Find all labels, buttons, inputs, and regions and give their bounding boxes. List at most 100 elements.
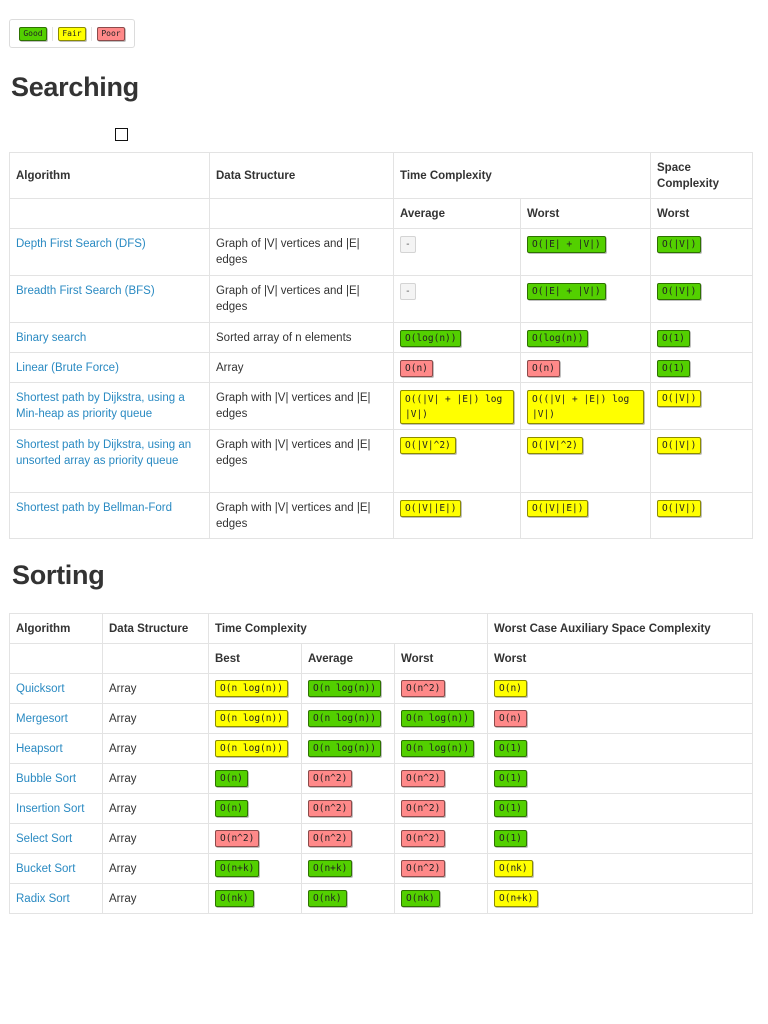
data-structure-text: Array <box>216 362 244 374</box>
average-badge: - <box>400 283 416 300</box>
data-structure-text: Array <box>109 682 137 695</box>
average-badge: O(n log(n)) <box>308 740 381 757</box>
algorithm-cell: Quicksort <box>9 673 103 704</box>
algorithm-link[interactable]: Bucket Sort <box>16 862 76 875</box>
algorithm-cell: Linear (Brute Force) <box>9 352 210 383</box>
worst-badge: O(n^2) <box>401 680 446 697</box>
header-data-structure: Data Structure <box>102 613 209 644</box>
header-time-complexity: Time Complexity <box>207 613 489 644</box>
data-structure-text: Array <box>109 742 137 755</box>
algorithm-link[interactable]: Bubble Sort <box>16 772 77 785</box>
algorithm-cell: Shortest path by Bellman-Ford <box>9 492 210 539</box>
best-badge: O(n log(n)) <box>215 680 288 697</box>
worst-badge: O(|V|^2) <box>527 437 583 454</box>
table-row: Mergesort Array O(n log(n)) O(n log(n)) O(n … <box>9 703 754 734</box>
algorithm-link[interactable]: Breadth First Search (BFS) <box>16 285 155 297</box>
average-badge: O((|V| + |E|) log |V|) <box>400 390 514 424</box>
average-badge: O(n log(n)) <box>308 710 381 727</box>
average-cell: O(|V||E|) <box>393 492 521 539</box>
algorithm-link[interactable]: Shortest path by Bellman-Ford <box>16 502 172 514</box>
average-badge: O(n^2) <box>308 770 353 787</box>
best-badge: O(n) <box>215 800 248 817</box>
data-structure-cell: Array <box>102 703 209 734</box>
algorithm-link[interactable]: Shortest path by Dijkstra, using an unso… <box>16 439 192 467</box>
space-badge: O(1) <box>657 360 690 377</box>
data-structure-text: Array <box>109 772 137 785</box>
data-structure-text: Graph with |V| vertices and |E| edges <box>216 439 371 467</box>
average-cell: - <box>393 275 521 323</box>
data-structure-cell: Array <box>102 763 209 794</box>
space-cell: O(1) <box>487 733 754 764</box>
best-badge: O(n^2) <box>215 830 260 847</box>
space-badge: O(n) <box>494 710 527 727</box>
legend-good-cell: Good <box>14 26 52 41</box>
subheader-best: Best <box>208 643 302 674</box>
table-row: Insertion Sort Array O(n) O(n^2) O(n^2) O(1) <box>9 793 754 824</box>
subheader-empty-2 <box>102 643 209 674</box>
header-time-complexity: Time Complexity <box>392 152 652 199</box>
algorithm-link[interactable]: Quicksort <box>16 682 65 695</box>
checkbox-icon[interactable] <box>115 128 128 141</box>
average-cell: O(n^2) <box>301 823 395 854</box>
average-badge: O(n) <box>400 360 433 377</box>
space-badge: O(nk) <box>494 860 533 877</box>
table-row: Heapsort Array O(n log(n)) O(n log(n)) O(n l… <box>9 733 754 764</box>
algorithm-link[interactable]: Shortest path by Dijkstra, using a Min-h… <box>16 392 185 420</box>
space-cell: O(1) <box>487 763 754 794</box>
average-cell: O(n) <box>393 352 521 383</box>
table-row: Bucket Sort Array O(n+k) O(n+k) O(n^2) O(nk) <box>9 853 754 884</box>
data-structure-cell: Array <box>102 853 209 884</box>
searching-header-row: Algorithm Data Structure Time Complexity… <box>9 152 754 199</box>
worst-cell: O(n log(n)) <box>393 703 489 734</box>
worst-cell: O(n^2) <box>393 673 489 704</box>
sorting-heading: Sorting <box>12 560 105 590</box>
space-badge: O(|V|) <box>657 390 702 407</box>
algorithm-link[interactable]: Heapsort <box>16 742 63 755</box>
algorithm-link[interactable]: Depth First Search (DFS) <box>16 238 146 250</box>
average-cell: O(n log(n)) <box>301 703 395 734</box>
worst-badge: O(n^2) <box>401 770 446 787</box>
average-cell: O(n log(n)) <box>301 733 395 764</box>
searching-table: Algorithm Data Structure Time Complexity… <box>9 152 754 539</box>
worst-badge: O(|E| + |V|) <box>527 236 606 253</box>
table-row: Shortest path by Dijkstra, using a Min-h… <box>9 382 754 430</box>
data-structure-cell: Graph of |V| vertices and |E| edges <box>209 275 394 323</box>
worst-badge: O(|E| + |V|) <box>527 283 606 300</box>
algorithm-link[interactable]: Select Sort <box>16 832 73 845</box>
best-cell: O(n) <box>208 793 302 824</box>
worst-badge: O(n^2) <box>401 800 446 817</box>
space-cell: O(n+k) <box>487 883 754 914</box>
table-row: Shortest path by Bellman-Ford Graph with … <box>9 492 754 539</box>
average-badge: O(|V|^2) <box>400 437 456 454</box>
worst-cell: O(log(n)) <box>519 322 652 353</box>
data-structure-text: Graph with |V| vertices and |E| edges <box>216 502 371 530</box>
space-badge: O(1) <box>494 800 527 817</box>
algorithm-link[interactable]: Linear (Brute Force) <box>16 362 119 374</box>
best-badge: O(nk) <box>215 890 254 907</box>
subheader-space-worst: Worst <box>650 198 754 229</box>
average-cell: O(n log(n)) <box>301 673 395 704</box>
algorithm-link[interactable]: Binary search <box>16 332 87 344</box>
space-cell: O(nk) <box>487 853 754 884</box>
sorting-subheader-row: Best Average Worst Worst <box>9 643 754 674</box>
space-cell: O(1) <box>487 793 754 824</box>
data-structure-cell: Sorted array of n elements <box>209 322 394 353</box>
best-cell: O(n^2) <box>208 823 302 854</box>
sorting-header-row: Algorithm Data Structure Time Complexity… <box>9 613 754 644</box>
worst-cell: O(nk) <box>393 883 489 914</box>
algorithm-link[interactable]: Radix Sort <box>16 892 70 905</box>
algorithm-link[interactable]: Insertion Sort <box>16 802 85 815</box>
worst-badge: O(n log(n)) <box>401 710 474 727</box>
table-row: Select Sort Array O(n^2) O(n^2) O(n^2) O(1) <box>9 823 754 854</box>
worst-badge: O((|V| + |E|) log |V|) <box>527 390 645 424</box>
table-row: Linear (Brute Force) Array O(n) O(n) O(1) <box>9 352 754 383</box>
sorting-table: Algorithm Data Structure Time Complexity… <box>9 613 754 914</box>
header-space-complexity: Space Complexity <box>650 152 754 199</box>
subheader-empty-2 <box>209 198 394 229</box>
subheader-average: Average <box>393 198 521 229</box>
average-badge: O(n log(n)) <box>308 680 381 697</box>
header-space-complexity: Worst Case Auxiliary Space Complexity <box>487 613 754 644</box>
best-cell: O(n+k) <box>208 853 302 884</box>
algorithm-link[interactable]: Mergesort <box>16 712 68 725</box>
searching-subheader-row: Average Worst Worst <box>9 198 754 229</box>
